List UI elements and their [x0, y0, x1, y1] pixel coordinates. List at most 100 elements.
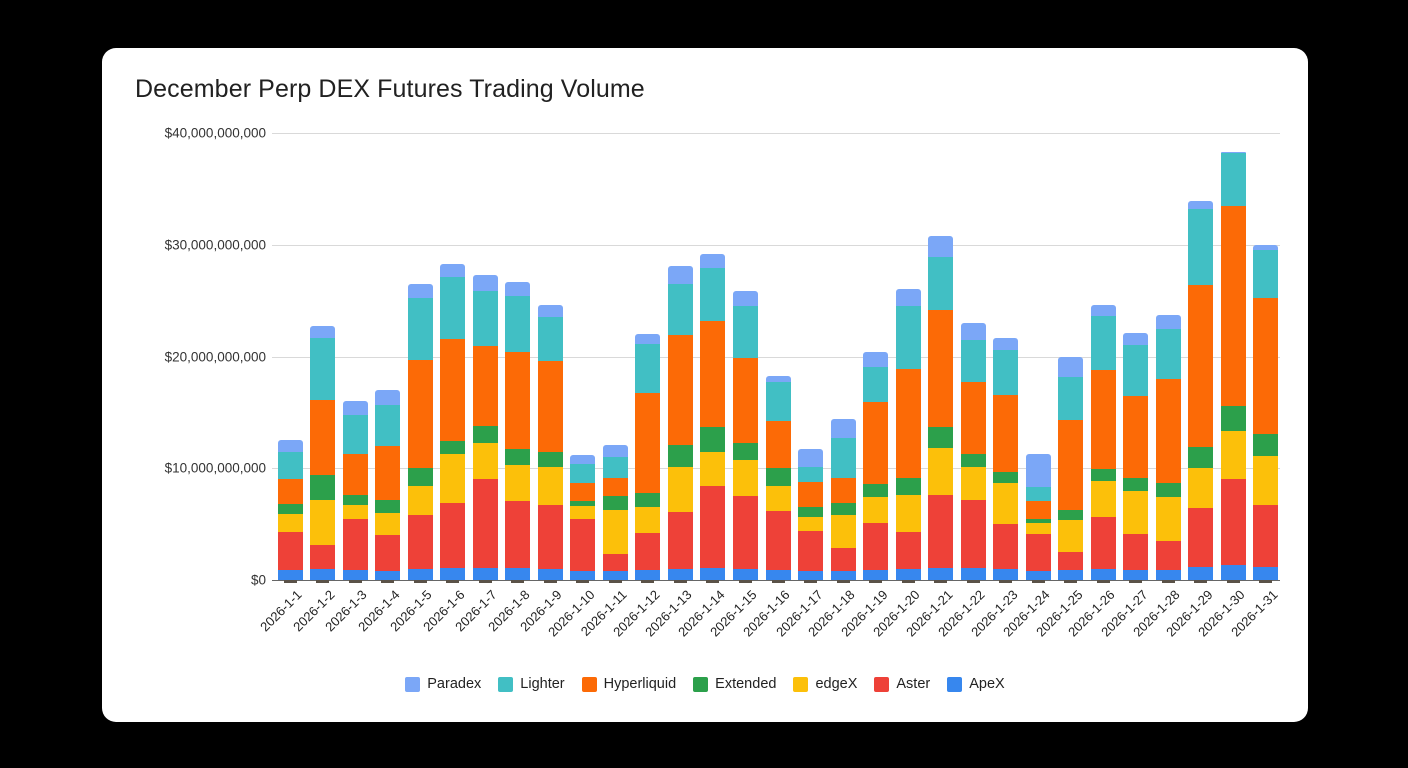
bar-segment-apex[interactable] — [472, 567, 498, 580]
bar-segment-edgex[interactable] — [895, 495, 921, 532]
bar-segment-aster[interactable] — [895, 531, 921, 569]
bar-segment-lighter[interactable] — [1090, 316, 1116, 370]
bar-segment-lighter[interactable] — [277, 451, 303, 480]
bar-segment-edgex[interactable] — [928, 448, 954, 496]
bar-segment-hyperliquid[interactable] — [1155, 378, 1181, 483]
bar-segment-paradex[interactable] — [375, 390, 401, 405]
bar-segment-paradex[interactable] — [407, 283, 433, 299]
bar-segment-aster[interactable] — [407, 515, 433, 569]
bar-segment-apex[interactable] — [342, 569, 368, 580]
bar-segment-hyperliquid[interactable] — [830, 478, 856, 503]
bar-segment-hyperliquid[interactable] — [1253, 298, 1279, 434]
bar-segment-lighter[interactable] — [830, 438, 856, 479]
bar-segment-extended[interactable] — [407, 468, 433, 487]
bar-segment-extended[interactable] — [928, 426, 954, 449]
bar-segment-apex[interactable] — [602, 571, 628, 580]
legend-item-hyperliquid[interactable]: Hyperliquid — [581, 676, 676, 692]
bar-segment-extended[interactable] — [1188, 447, 1214, 469]
bar-segment-aster[interactable] — [342, 518, 368, 570]
legend-item-paradex[interactable]: Paradex — [405, 676, 481, 692]
bar-segment-hyperliquid[interactable] — [375, 445, 401, 500]
bar-segment-apex[interactable] — [1155, 569, 1181, 580]
bar-segment-lighter[interactable] — [1253, 250, 1279, 299]
bar-segment-paradex[interactable] — [928, 235, 954, 258]
bar-segment-extended[interactable] — [472, 425, 498, 443]
bar-segment-aster[interactable] — [375, 535, 401, 572]
bar-segment-lighter[interactable] — [700, 268, 726, 321]
bar-segment-hyperliquid[interactable] — [1188, 285, 1214, 448]
bar-segment-extended[interactable] — [700, 426, 726, 452]
bar-segment-edgex[interactable] — [1188, 468, 1214, 509]
bar-segment-apex[interactable] — [1188, 566, 1214, 580]
bar-segment-hyperliquid[interactable] — [1220, 205, 1246, 406]
bar-segment-edgex[interactable] — [537, 467, 563, 506]
bar-segment-hyperliquid[interactable] — [667, 335, 693, 445]
bar-segment-edgex[interactable] — [440, 453, 466, 503]
bar-segment-edgex[interactable] — [277, 514, 303, 532]
bar-segment-paradex[interactable] — [310, 326, 336, 338]
bar-segment-aster[interactable] — [1025, 534, 1051, 572]
bar-segment-lighter[interactable] — [375, 404, 401, 446]
bar-segment-hyperliquid[interactable] — [537, 360, 563, 452]
legend-item-lighter[interactable]: Lighter — [498, 676, 565, 692]
bar-segment-apex[interactable] — [993, 568, 1019, 580]
bar-segment-aster[interactable] — [1253, 505, 1279, 567]
bar-segment-edgex[interactable] — [667, 467, 693, 512]
bar-segment-aster[interactable] — [537, 505, 563, 569]
bar-segment-edgex[interactable] — [570, 506, 596, 519]
bar-segment-paradex[interactable] — [1155, 315, 1181, 329]
bar-segment-lighter[interactable] — [310, 337, 336, 401]
bar-segment-aster[interactable] — [765, 510, 791, 570]
bar-segment-aster[interactable] — [732, 496, 758, 569]
bar-segment-aster[interactable] — [440, 502, 466, 568]
bar-segment-edgex[interactable] — [1058, 519, 1084, 553]
bar-segment-extended[interactable] — [342, 495, 368, 506]
bar-segment-paradex[interactable] — [667, 266, 693, 284]
bar-segment-paradex[interactable] — [1123, 333, 1149, 346]
bar-segment-lighter[interactable] — [635, 344, 661, 394]
bar-segment-apex[interactable] — [537, 568, 563, 580]
bar-segment-lighter[interactable] — [570, 463, 596, 483]
bar-segment-aster[interactable] — [1188, 508, 1214, 567]
bar-segment-lighter[interactable] — [928, 257, 954, 310]
bar-segment-lighter[interactable] — [1188, 209, 1214, 285]
bar-segment-hyperliquid[interactable] — [472, 346, 498, 426]
bar-segment-edgex[interactable] — [765, 486, 791, 511]
bar-segment-paradex[interactable] — [505, 281, 531, 297]
bar-segment-apex[interactable] — [1090, 568, 1116, 580]
bar-segment-hyperliquid[interactable] — [1090, 369, 1116, 470]
bar-segment-lighter[interactable] — [1025, 487, 1051, 501]
bar-segment-lighter[interactable] — [440, 277, 466, 339]
bar-segment-paradex[interactable] — [830, 419, 856, 439]
bar-segment-hyperliquid[interactable] — [440, 338, 466, 442]
bar-segment-extended[interactable] — [863, 483, 889, 498]
bar-segment-extended[interactable] — [570, 500, 596, 507]
bar-segment-paradex[interactable] — [342, 401, 368, 415]
bar-segment-aster[interactable] — [1090, 517, 1116, 569]
bar-segment-apex[interactable] — [798, 571, 824, 580]
bar-segment-apex[interactable] — [440, 567, 466, 580]
bar-segment-aster[interactable] — [928, 495, 954, 568]
bar-segment-aster[interactable] — [277, 531, 303, 570]
bar-segment-aster[interactable] — [472, 479, 498, 568]
bar-segment-hyperliquid[interactable] — [1058, 420, 1084, 510]
bar-segment-paradex[interactable] — [635, 334, 661, 345]
bar-segment-lighter[interactable] — [602, 457, 628, 479]
bar-segment-lighter[interactable] — [537, 317, 563, 361]
bar-segment-paradex[interactable] — [1188, 201, 1214, 209]
bar-segment-aster[interactable] — [1220, 479, 1246, 566]
bar-segment-apex[interactable] — [1025, 571, 1051, 580]
bar-segment-extended[interactable] — [635, 492, 661, 508]
bar-segment-lighter[interactable] — [1058, 376, 1084, 421]
bar-segment-hyperliquid[interactable] — [798, 481, 824, 508]
bar-segment-aster[interactable] — [602, 554, 628, 572]
bar-segment-lighter[interactable] — [472, 290, 498, 347]
bar-segment-apex[interactable] — [407, 568, 433, 580]
bar-segment-extended[interactable] — [993, 471, 1019, 483]
bar-segment-extended[interactable] — [732, 442, 758, 461]
bar-segment-paradex[interactable] — [537, 305, 563, 318]
bar-segment-hyperliquid[interactable] — [342, 453, 368, 496]
bar-segment-apex[interactable] — [667, 568, 693, 580]
bar-segment-aster[interactable] — [635, 533, 661, 570]
bar-segment-apex[interactable] — [570, 571, 596, 580]
